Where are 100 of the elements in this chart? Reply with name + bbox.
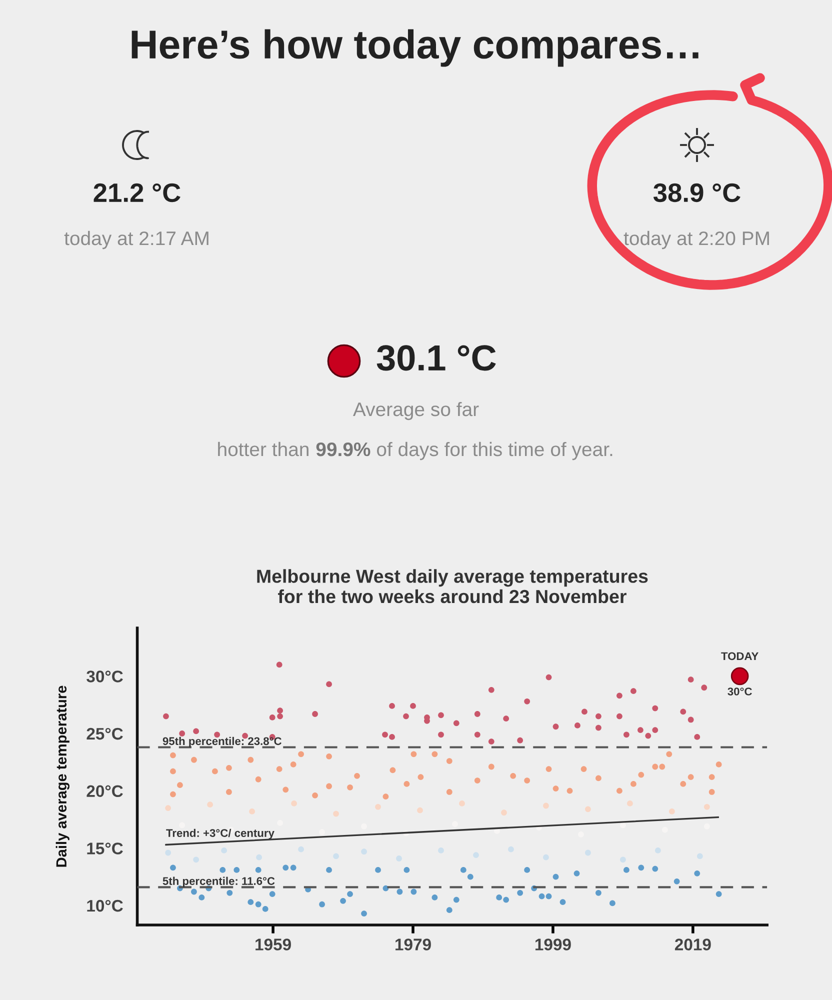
point bbox=[198, 894, 205, 900]
series-label: Trend: +3°C/ century bbox=[166, 828, 274, 840]
point bbox=[170, 752, 176, 758]
chart-title: Melbourne West daily average temperatures for the two weeks around 23 November bbox=[257, 569, 648, 604]
point bbox=[638, 864, 644, 871]
point bbox=[333, 853, 339, 860]
point bbox=[668, 808, 675, 814]
point bbox=[248, 756, 254, 763]
point bbox=[319, 829, 325, 836]
point bbox=[560, 899, 566, 906]
point bbox=[488, 686, 494, 693]
annotation: 30°C bbox=[728, 688, 752, 696]
point bbox=[543, 802, 549, 809]
point bbox=[552, 874, 559, 880]
point bbox=[446, 789, 452, 795]
point bbox=[212, 768, 218, 774]
point bbox=[508, 846, 514, 852]
text: of days for this time of year. bbox=[376, 442, 612, 460]
point bbox=[459, 800, 465, 806]
point bbox=[255, 776, 262, 782]
point bbox=[165, 850, 172, 856]
point bbox=[645, 732, 652, 739]
y-tick-label: 15°C bbox=[87, 842, 123, 854]
point bbox=[510, 772, 516, 779]
point bbox=[256, 854, 262, 860]
point bbox=[375, 867, 381, 873]
point bbox=[474, 711, 480, 717]
point bbox=[248, 899, 254, 906]
point bbox=[282, 864, 289, 871]
point bbox=[666, 751, 672, 758]
point bbox=[652, 764, 658, 770]
point bbox=[474, 732, 480, 738]
point bbox=[396, 856, 402, 862]
series-label: TODAY bbox=[721, 652, 758, 660]
text: Average so far bbox=[352, 402, 479, 420]
point bbox=[207, 802, 214, 808]
point bbox=[390, 767, 396, 774]
point bbox=[580, 766, 587, 772]
text: 99.9% bbox=[316, 442, 370, 456]
point bbox=[467, 874, 474, 880]
point bbox=[453, 720, 460, 726]
point bbox=[403, 713, 409, 720]
point bbox=[574, 870, 580, 876]
point bbox=[410, 703, 416, 709]
point bbox=[630, 781, 636, 787]
point bbox=[630, 688, 636, 694]
point bbox=[298, 846, 304, 852]
point bbox=[361, 848, 367, 855]
point bbox=[170, 864, 176, 871]
point bbox=[546, 674, 552, 680]
point bbox=[680, 781, 686, 787]
point bbox=[546, 893, 552, 900]
point bbox=[688, 774, 694, 780]
point bbox=[410, 888, 417, 895]
point bbox=[269, 714, 276, 720]
text: 38.9 °C bbox=[653, 183, 740, 202]
point bbox=[276, 662, 282, 668]
text: Here’s how today compares… bbox=[132, 29, 698, 67]
y-axis-title: Daily average temperature bbox=[56, 686, 70, 867]
point bbox=[163, 713, 169, 720]
point bbox=[708, 789, 715, 795]
point bbox=[596, 713, 602, 720]
point bbox=[193, 856, 200, 863]
point bbox=[191, 756, 197, 763]
point bbox=[249, 808, 255, 814]
point bbox=[282, 786, 289, 793]
x-tick-label: 1979 bbox=[396, 938, 431, 950]
point bbox=[226, 789, 232, 795]
y-tick-label: 25°C bbox=[86, 728, 123, 740]
point bbox=[638, 772, 644, 778]
point bbox=[410, 751, 417, 758]
point bbox=[620, 856, 626, 863]
point bbox=[326, 783, 332, 790]
point bbox=[375, 804, 381, 810]
point bbox=[688, 716, 694, 723]
point bbox=[488, 764, 494, 770]
point bbox=[319, 901, 325, 908]
point bbox=[165, 805, 172, 811]
point bbox=[694, 870, 700, 876]
y-tick-label: 30°C bbox=[86, 670, 123, 682]
point bbox=[418, 774, 424, 780]
point bbox=[637, 727, 644, 734]
y-tick-label: 20°C bbox=[86, 785, 123, 798]
point bbox=[652, 727, 658, 734]
point bbox=[452, 821, 458, 828]
point bbox=[446, 758, 452, 764]
point bbox=[354, 772, 360, 779]
point bbox=[432, 894, 438, 900]
point bbox=[269, 891, 276, 897]
point bbox=[255, 901, 262, 908]
point bbox=[262, 906, 268, 912]
x-tick-label: 2019 bbox=[674, 938, 711, 950]
point bbox=[312, 711, 318, 717]
point bbox=[438, 848, 444, 854]
point bbox=[708, 774, 715, 780]
point bbox=[652, 705, 658, 712]
point bbox=[226, 890, 233, 896]
point bbox=[404, 781, 410, 787]
point bbox=[276, 766, 282, 772]
point bbox=[460, 867, 466, 873]
